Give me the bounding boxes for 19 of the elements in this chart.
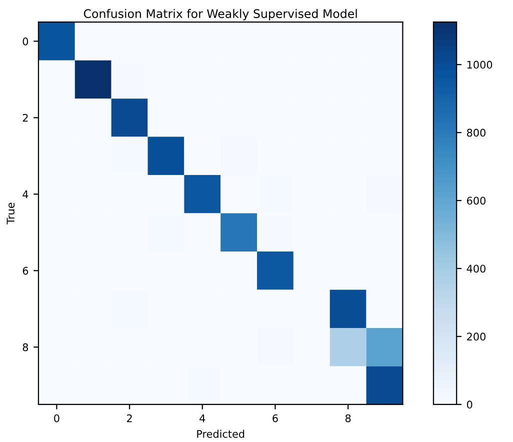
color-bar-label: 1000 xyxy=(467,60,492,69)
x-tick-label: 6 xyxy=(272,414,278,422)
x-tick-label: 0 xyxy=(54,414,60,422)
color-bar-label: 600 xyxy=(467,196,486,205)
color-bar-label: 200 xyxy=(467,332,486,341)
x-axis-title: Predicted xyxy=(197,430,244,438)
y-tick-label: 8 xyxy=(22,343,28,352)
y-tick-label: 6 xyxy=(22,266,28,275)
y-tick-label: 4 xyxy=(22,190,28,198)
x-tick-label: 2 xyxy=(126,414,132,422)
color-bar-label: 800 xyxy=(467,128,486,137)
y-axis-title: True xyxy=(6,202,15,224)
y-tick-label: 2 xyxy=(22,114,28,122)
x-tick-label: 4 xyxy=(200,414,206,422)
x-tick-label: 8 xyxy=(345,414,351,422)
color-bar-label: 400 xyxy=(466,264,486,273)
color-bar-label: 0 xyxy=(466,400,472,409)
chart-title: Confusion Matrix for Weakly Supervised Model xyxy=(84,8,357,20)
y-tick-label: 0 xyxy=(22,37,28,46)
